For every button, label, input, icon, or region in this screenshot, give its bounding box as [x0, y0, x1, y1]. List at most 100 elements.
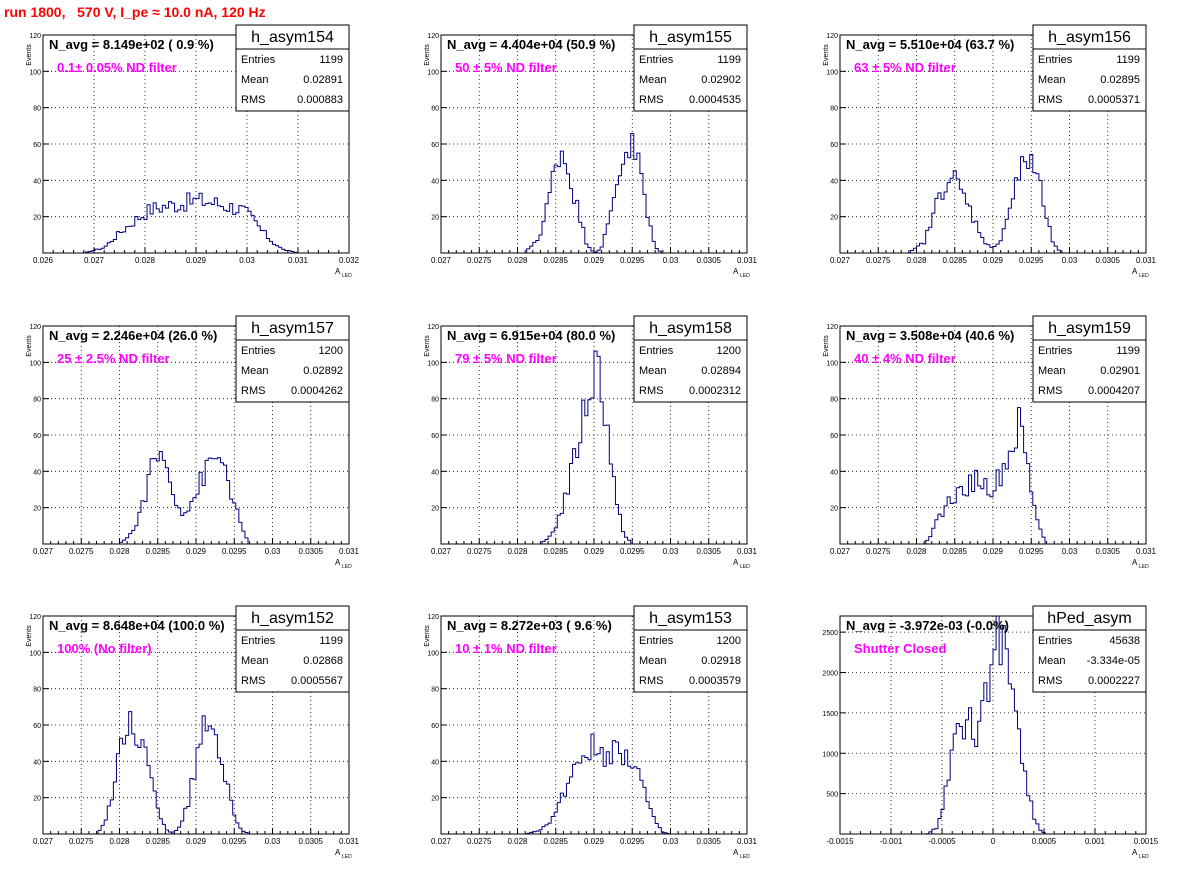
- stats-rms-value: 0.0002312: [689, 385, 741, 397]
- histogram-name: h_asym156: [1048, 29, 1131, 46]
- navg-label: N_avg = 5.510e+04 (63.7 %): [846, 37, 1014, 52]
- x-tick-label: 0.0295: [1019, 547, 1044, 556]
- stats-mean-label: Mean: [639, 365, 667, 377]
- stats-entries-label: Entries: [1038, 54, 1073, 66]
- x-tick-label: 0.0285: [146, 837, 171, 846]
- x-tick-label: 0.028: [507, 837, 528, 846]
- stats-entries-label: Entries: [639, 345, 674, 357]
- filter-note: 100% (No filter): [57, 641, 152, 656]
- stats-rms-label: RMS: [241, 385, 265, 397]
- x-tick-label: 0.027: [431, 837, 452, 846]
- histogram-panel-h_asym152: 0.027 0.0275 0.028 0.0285 0.029 0.0295 0.03 0.0…: [26, 605, 360, 860]
- x-axis-label: A: [335, 848, 341, 857]
- x-tick-label: 0.029: [983, 547, 1004, 556]
- y-tick-label: 40: [33, 178, 41, 185]
- x-tick-label: 0.03: [1062, 256, 1078, 265]
- stats-rms-label: RMS: [1038, 385, 1062, 397]
- x-tick-label: 0.0305: [1096, 547, 1121, 556]
- stats-entries-value: 1199: [1116, 345, 1140, 357]
- y-tick-label: 100: [826, 360, 838, 367]
- navg-label: N_avg = 3.508e+04 (40.6 %): [846, 328, 1014, 343]
- x-tick-label: 0.03: [663, 256, 679, 265]
- y-axis-label: Events: [823, 44, 830, 66]
- x-tick-label: 0.0275: [467, 837, 492, 846]
- filter-note: 25 ± 2.5% ND filter: [57, 351, 170, 366]
- y-tick-label: 20: [33, 796, 41, 803]
- y-tick-label: 80: [33, 106, 41, 113]
- x-tick-label: 0.026: [33, 256, 54, 265]
- stats-entries-value: 1199: [1116, 54, 1140, 66]
- x-axis-label: A: [733, 267, 739, 276]
- x-tick-label: 0.027: [431, 256, 452, 265]
- x-tick-label: 0.031: [1136, 547, 1157, 556]
- x-tick-label: 0.0305: [697, 256, 722, 265]
- stats-entries-label: Entries: [241, 635, 276, 647]
- x-tick-label: 0.029: [186, 547, 207, 556]
- y-axis-label: Events: [424, 44, 431, 66]
- stats-box: [1032, 48, 1147, 112]
- x-axis-label: A: [335, 267, 341, 276]
- y-tick-label: 20: [431, 796, 439, 803]
- histogram-name: h_asym158: [649, 320, 732, 337]
- x-tick-label: 0.0295: [620, 837, 645, 846]
- x-axis-label-sub: LED: [740, 273, 750, 279]
- x-tick-label: 0.0305: [697, 837, 722, 846]
- x-tick-label: 0.0305: [697, 547, 722, 556]
- stats-mean-value: 0.02868: [303, 655, 343, 667]
- x-tick-label: 0.0295: [1019, 256, 1044, 265]
- y-tick-label: 120: [826, 33, 838, 40]
- y-tick-label: 120: [427, 614, 439, 621]
- y-tick-label: 40: [830, 178, 838, 185]
- histogram-line: [43, 711, 349, 835]
- filter-note: 63 ± 5% ND filter: [854, 60, 956, 75]
- y-tick-label: 60: [33, 433, 41, 440]
- stats-mean-value: 0.02902: [701, 74, 741, 86]
- histogram-name: h_asym155: [649, 29, 732, 46]
- x-tick-label: 0.03: [1062, 547, 1078, 556]
- stats-mean-label: Mean: [241, 74, 269, 86]
- histogram-name: h_asym159: [1048, 320, 1131, 337]
- stats-mean-label: Mean: [241, 655, 269, 667]
- x-axis-label-sub: LED: [342, 273, 352, 279]
- histogram-panel-h_asym155: 0.027 0.0275 0.028 0.0285 0.029 0.0295 0.03 0.0…: [424, 24, 758, 279]
- x-axis-label-sub: LED: [740, 854, 750, 860]
- y-tick-label: 120: [29, 324, 41, 331]
- stats-rms-value: 0.0004207: [1088, 385, 1140, 397]
- y-tick-label: 40: [33, 469, 41, 476]
- stats-entries-label: Entries: [1038, 635, 1073, 647]
- x-tick-label: 0.028: [135, 256, 156, 265]
- x-tick-label: 0.028: [906, 547, 927, 556]
- filter-note: 10 ± 1% ND filter: [455, 641, 557, 656]
- run-title: run 1800, 570 V, I_pe ≈ 10.0 nA, 120 Hz: [4, 4, 266, 20]
- histogram-line: [840, 407, 1146, 545]
- y-tick-label: 500: [826, 792, 838, 799]
- stats-entries-value: 1200: [717, 345, 741, 357]
- x-tick-label: 0.0275: [69, 547, 94, 556]
- y-tick-label: 40: [431, 178, 439, 185]
- y-tick-label: 1000: [822, 751, 838, 758]
- y-tick-label: 120: [427, 324, 439, 331]
- x-tick-label: 0.028: [507, 256, 528, 265]
- stats-entries-label: Entries: [1038, 345, 1073, 357]
- x-axis-label: A: [733, 848, 739, 857]
- stats-box: [633, 339, 748, 403]
- y-tick-label: 20: [431, 506, 439, 513]
- x-axis-label-sub: LED: [1139, 854, 1149, 860]
- y-tick-label: 60: [431, 723, 439, 730]
- x-axis-label-sub: LED: [342, 564, 352, 570]
- histogram-name: h_asym153: [649, 610, 732, 627]
- x-tick-label: 0.027: [84, 256, 105, 265]
- x-tick-label: 0.0275: [467, 256, 492, 265]
- histogram-panel-h_asym157: 0.027 0.0275 0.028 0.0285 0.029 0.0295 0.03 0.0…: [26, 315, 360, 570]
- x-axis-label: A: [733, 558, 739, 567]
- stats-title-box: [235, 605, 350, 631]
- y-tick-label: 80: [431, 687, 439, 694]
- navg-label: N_avg = 8.149e+02 ( 0.9 %): [49, 37, 214, 52]
- histogram-name: h_asym154: [251, 29, 334, 46]
- x-tick-label: 0.03: [239, 256, 255, 265]
- stats-title-box: [1032, 24, 1147, 50]
- y-tick-label: 80: [431, 397, 439, 404]
- y-tick-label: 20: [830, 215, 838, 222]
- x-tick-label: 0.03: [663, 837, 679, 846]
- x-tick-label: -0.001: [880, 837, 903, 846]
